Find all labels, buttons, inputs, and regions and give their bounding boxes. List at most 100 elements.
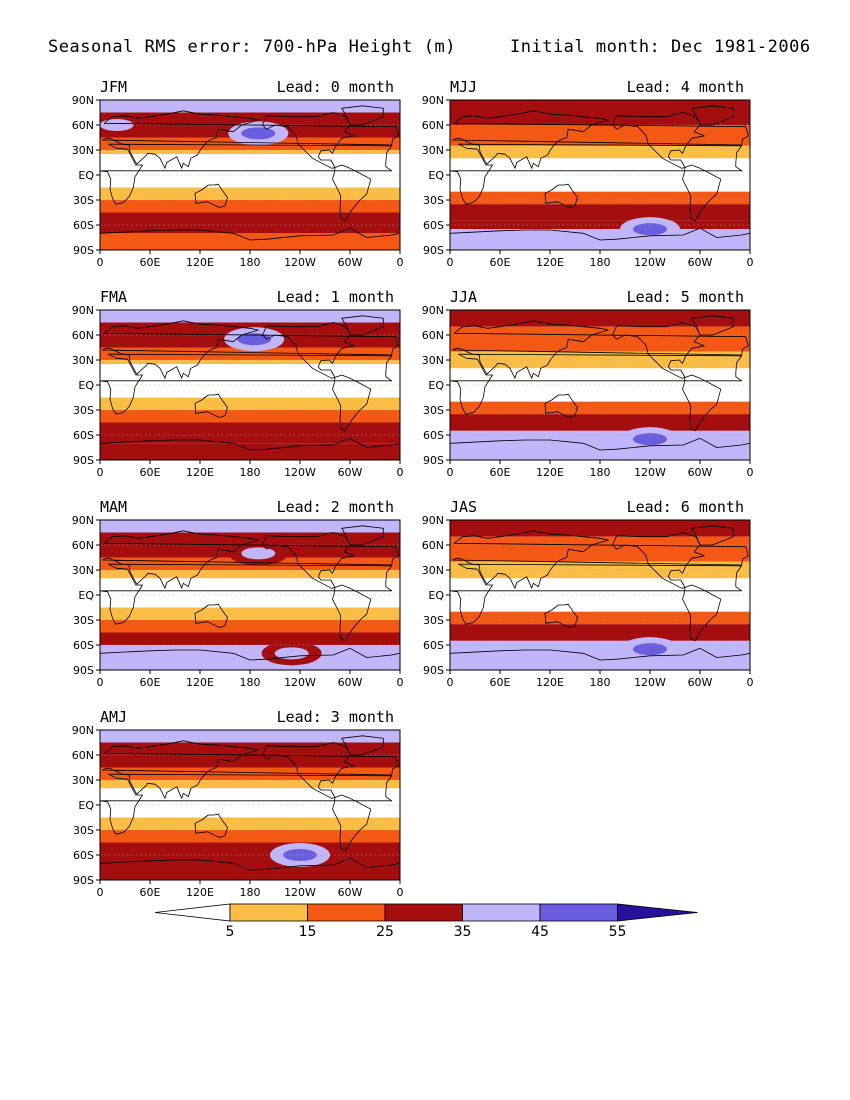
error-band — [100, 620, 400, 633]
error-band — [450, 125, 750, 146]
lon-tick-label: 60E — [490, 256, 511, 269]
lon-tick-label: 120W — [284, 256, 316, 269]
error-band — [100, 730, 400, 743]
lon-tick-label: 120W — [284, 676, 316, 689]
error-band — [100, 830, 400, 843]
error-band — [100, 767, 400, 780]
lat-tick-label: 30N — [72, 144, 94, 157]
colorbar-over-arrow — [617, 903, 698, 922]
map-field — [450, 310, 750, 460]
continent-outline-australia — [544, 183, 578, 208]
continent-outline-antarctica — [450, 437, 750, 460]
continent-outline-africa — [100, 773, 393, 835]
lat-tick-label: 30S — [73, 614, 94, 627]
error-band — [450, 430, 750, 460]
lat-tick-label: 30S — [73, 824, 94, 837]
lead-label: Lead: 5 month — [627, 288, 744, 306]
continent-outline-greenland — [341, 735, 384, 756]
continent-outline-eurasia — [452, 320, 749, 379]
colorbar-label: 55 — [609, 924, 627, 940]
lon-tick-label: 0 — [97, 676, 104, 689]
lat-tick-label: 30S — [423, 404, 444, 417]
season-label: JJA — [450, 288, 477, 306]
lat-tick-label: 60N — [422, 119, 444, 132]
continent-outline-eurasia — [102, 320, 399, 379]
lon-tick-label: 0 — [97, 466, 104, 479]
continent-outline-greenland — [691, 315, 734, 336]
lat-tick-label: EQ — [428, 589, 444, 602]
error-band — [100, 607, 400, 620]
continent-outline-africa — [450, 563, 743, 625]
continent-outline-greenland — [691, 525, 734, 546]
lat-tick-label: 60N — [422, 539, 444, 552]
colorbar-segment — [307, 903, 386, 922]
lat-tick-label: 90N — [422, 304, 444, 317]
lon-tick-label: 180 — [590, 256, 611, 269]
lon-tick-label: 180 — [240, 886, 261, 899]
season-label: MJJ — [450, 78, 477, 96]
error-band — [100, 422, 400, 444]
continent-outline-eurasia — [102, 110, 399, 169]
error-maximum — [633, 223, 667, 236]
lon-tick-label: 0 — [397, 676, 404, 689]
lat-tick-label: 60N — [422, 329, 444, 342]
error-maximum — [633, 433, 667, 446]
colorbar-label: 25 — [376, 924, 394, 940]
continent-outline-namerica — [262, 112, 355, 169]
lon-tick-label: 0 — [397, 886, 404, 899]
lon-tick-label: 60W — [338, 256, 363, 269]
error-band — [100, 443, 400, 460]
continent-outline-australia — [194, 393, 228, 418]
lon-tick-label: 0 — [747, 256, 754, 269]
error-band — [100, 632, 400, 645]
lon-tick-label: 180 — [590, 466, 611, 479]
lat-tick-label: 90S — [73, 244, 94, 257]
continent-outline-antarctica — [450, 227, 750, 250]
error-maximum — [100, 119, 134, 131]
lon-tick-label: 0 — [97, 256, 104, 269]
error-band — [100, 100, 400, 113]
error-band — [450, 536, 750, 562]
lon-tick-label: 0 — [447, 676, 454, 689]
lon-tick-label: 60E — [140, 466, 161, 479]
continent-outline-samerica — [332, 374, 372, 432]
continent-outline-greenland — [341, 105, 384, 126]
lat-tick-label: 60N — [72, 749, 94, 762]
lead-label: Lead: 0 month — [277, 78, 394, 96]
lat-tick-label: 90S — [73, 664, 94, 677]
continent-outline-eurasia — [452, 110, 749, 169]
continent-outline-samerica — [682, 164, 722, 222]
lat-tick-label: 60S — [73, 639, 94, 652]
lon-tick-label: 120E — [186, 886, 214, 899]
lon-tick-label: 120W — [634, 466, 666, 479]
colorbar-label: 15 — [299, 924, 317, 940]
lon-tick-label: 120E — [536, 256, 564, 269]
error-maximum — [274, 647, 309, 660]
lon-tick-label: 60W — [688, 256, 713, 269]
error-band — [100, 578, 400, 608]
continent-outline-antarctica — [100, 647, 400, 670]
continent-outline-eurasia — [102, 740, 399, 799]
lat-tick-label: 30S — [73, 194, 94, 207]
lat-tick-label: 90N — [422, 514, 444, 527]
error-band — [100, 187, 400, 200]
error-band — [100, 310, 400, 323]
lon-tick-label: 120W — [284, 466, 316, 479]
lat-tick-label: EQ — [78, 799, 94, 812]
error-band — [450, 145, 750, 159]
lat-tick-label: 30N — [422, 144, 444, 157]
error-band — [450, 414, 750, 431]
lon-tick-label: 0 — [397, 256, 404, 269]
error-maximum — [237, 333, 272, 346]
error-band — [450, 640, 750, 670]
continent-outline-africa — [100, 563, 393, 625]
lon-tick-label: 0 — [447, 256, 454, 269]
lead-label: Lead: 1 month — [277, 288, 394, 306]
error-band — [100, 200, 400, 213]
continent-outline-namerica — [262, 322, 355, 379]
error-band — [450, 611, 750, 625]
lon-tick-label: 60W — [688, 676, 713, 689]
